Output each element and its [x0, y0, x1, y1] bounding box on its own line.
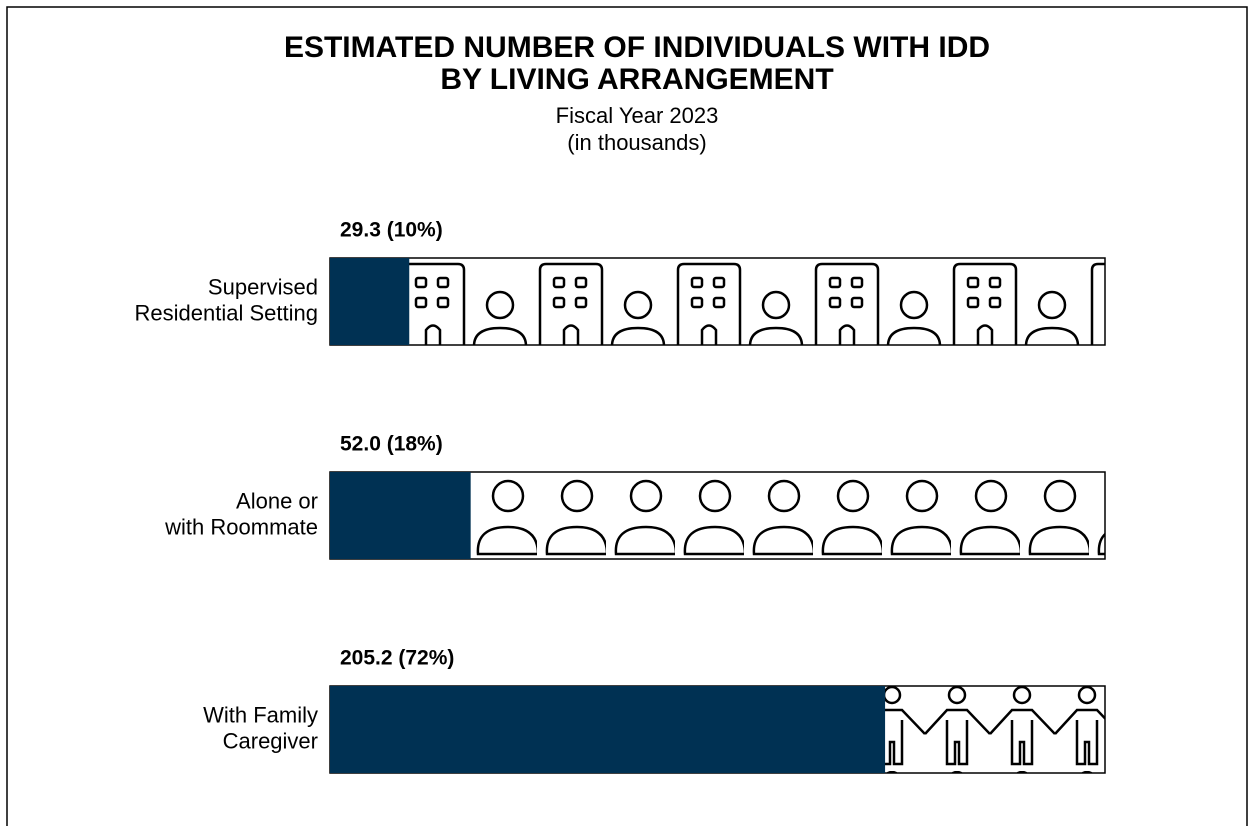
y-tick-label: Residential Setting — [135, 300, 318, 325]
data-label: 52.0 (18%) — [340, 433, 443, 456]
y-tick-label: Supervised — [208, 274, 318, 299]
frame — [6, 6, 1248, 826]
bar — [330, 472, 471, 559]
bar — [330, 686, 886, 773]
chart-title: BY LIVING ARRANGEMENT — [440, 63, 833, 96]
icon-track — [329, 257, 1106, 346]
y-tick-label: with Roommate — [164, 514, 318, 539]
data-label: 205.2 (72%) — [340, 647, 454, 670]
subtitle: Fiscal Year 2023 — [556, 103, 719, 128]
data-label: 29.3 (10%) — [340, 219, 443, 242]
y-tick-label: Alone or — [236, 488, 318, 513]
y-tick-label: Caregiver — [223, 728, 318, 753]
subtitle: (in thousands) — [567, 130, 706, 155]
y-tick-label: With Family — [203, 702, 318, 727]
bar — [330, 258, 410, 345]
chart-title: ESTIMATED NUMBER OF INDIVIDUALS WITH IDD — [284, 31, 990, 64]
